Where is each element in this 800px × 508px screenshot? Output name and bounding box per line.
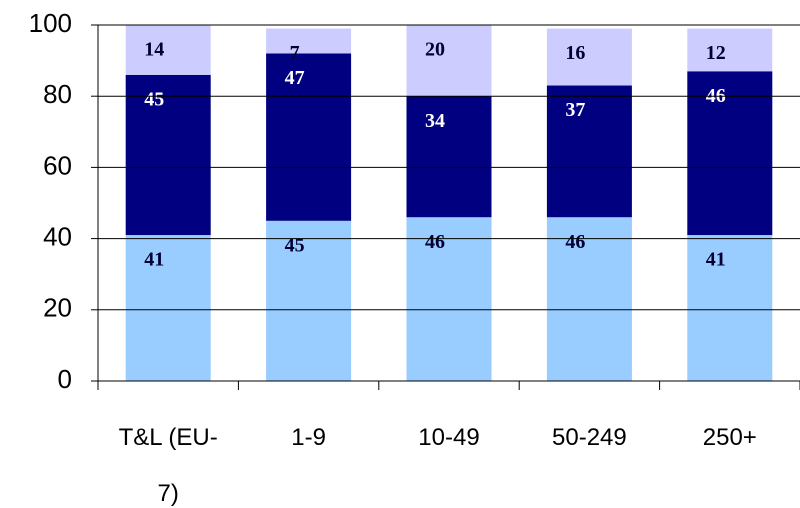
x-tick-label: 1-9: [291, 424, 326, 451]
x-tick-label: T&L (EU-7): [118, 424, 218, 507]
bar-segment: [266, 220, 352, 381]
data-label: 47: [285, 67, 305, 89]
data-label: 20: [425, 39, 445, 61]
data-label: 37: [565, 99, 585, 121]
bar-segment: [687, 235, 773, 381]
data-label: 12: [706, 42, 726, 64]
data-label: 14: [144, 39, 164, 61]
data-label: 45: [144, 88, 164, 110]
data-label: 16: [565, 42, 585, 64]
bar-segment: [687, 28, 773, 72]
y-tick-label: 20: [43, 293, 72, 323]
bar-segment: [546, 28, 632, 86]
bar-segment: [125, 74, 211, 236]
data-label: 41: [706, 249, 726, 271]
bar-segment: [406, 96, 492, 218]
bar-segment: [546, 217, 632, 381]
y-tick-label: 80: [43, 79, 72, 109]
bar-segment: [406, 217, 492, 381]
y-tick-label: 0: [58, 364, 72, 394]
data-label: 34: [425, 110, 445, 132]
bar-segment: [125, 25, 211, 75]
bar-segment: [687, 71, 773, 236]
bar-segment: [266, 28, 352, 54]
y-tick-label: 60: [43, 150, 72, 180]
data-label: 45: [285, 234, 305, 256]
bar-segment: [546, 85, 632, 218]
y-tick-label: 40: [43, 221, 72, 251]
data-label: 41: [144, 249, 164, 271]
x-tick-label: 250+: [702, 424, 757, 451]
data-label: 46: [565, 231, 585, 253]
x-tick-label: 50-249: [552, 424, 627, 451]
data-label: 46: [425, 231, 445, 253]
bar-segment: [125, 235, 211, 381]
x-tick-label: 10-49: [418, 424, 480, 451]
bar-segment: [406, 25, 492, 97]
data-label: 7: [290, 42, 300, 64]
bar-segment: [266, 53, 352, 221]
y-tick-label: 100: [29, 8, 72, 38]
